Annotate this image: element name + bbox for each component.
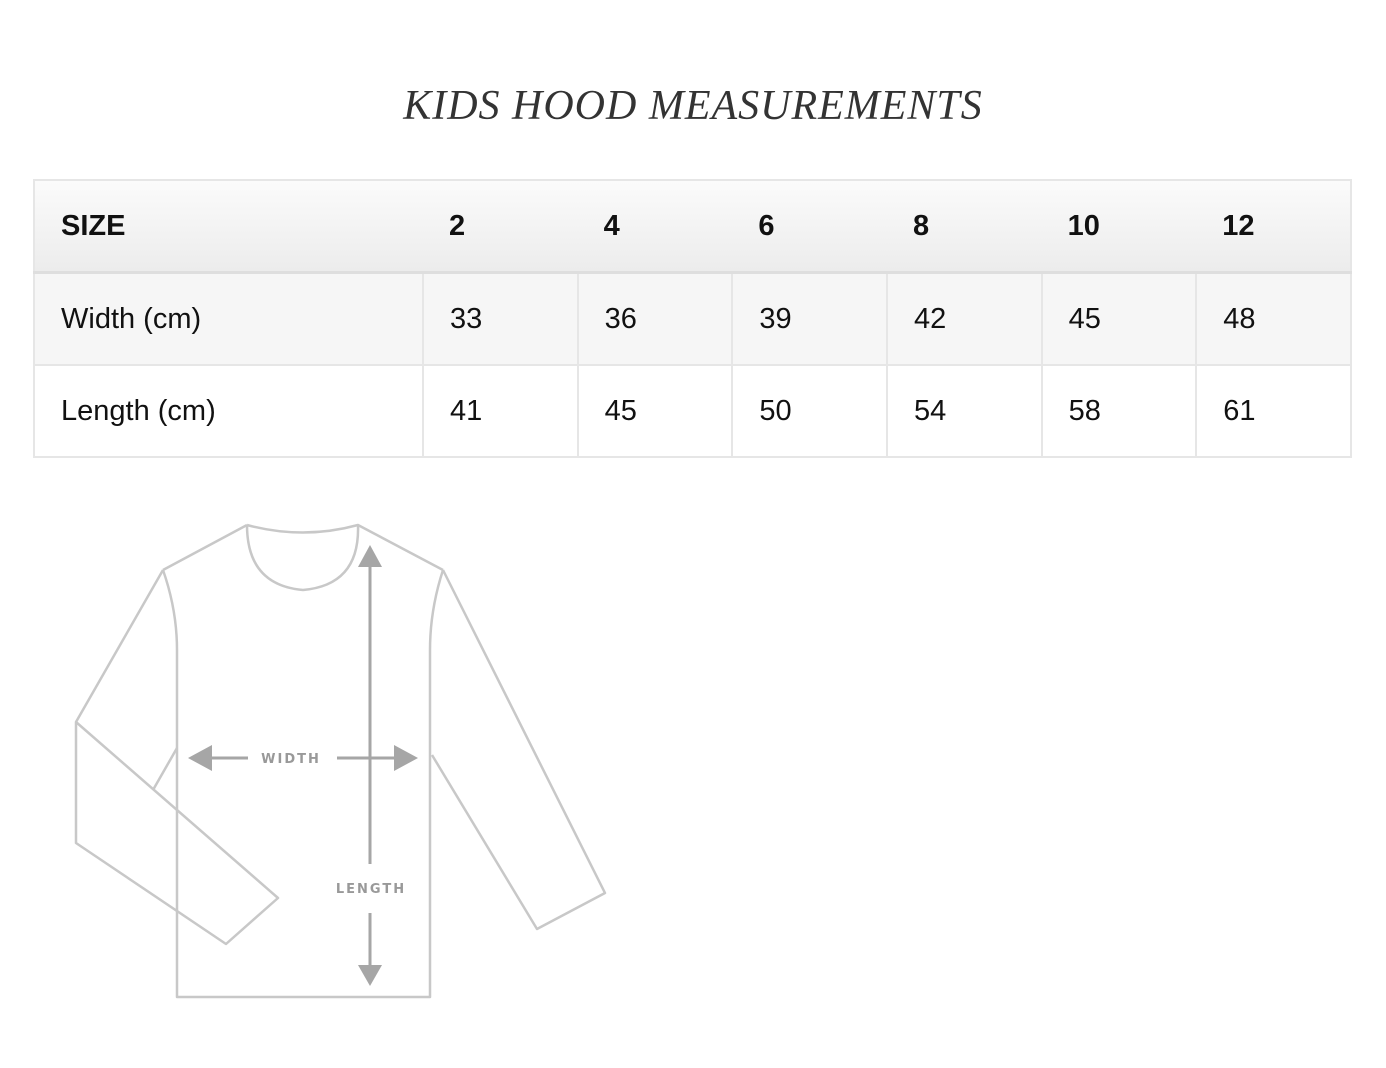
shirt-measurement-diagram: WIDTH LENGTH [74, 523, 607, 999]
header-cell: 10 [1041, 179, 1197, 274]
measurement-arrows [188, 545, 418, 986]
length-arrow-down-head [358, 965, 382, 986]
body [161, 569, 445, 999]
table-cell: 54 [885, 364, 1043, 458]
table-cell: 39 [731, 271, 888, 366]
table-cell: 61 [1195, 364, 1352, 458]
table-cell: 33 [422, 271, 579, 366]
header-cell: 2 [423, 179, 578, 274]
table-cell: 45 [1040, 271, 1198, 366]
length-label: LENGTH [336, 882, 406, 897]
table-row: Length (cm) 41 45 50 54 58 61 [33, 364, 1352, 458]
header-cell: 4 [577, 179, 733, 274]
neckline [245, 523, 360, 592]
header-cell: SIZE [33, 179, 423, 274]
page-title: KIDS HOOD MEASUREMENTS [403, 83, 983, 129]
table-cell: 58 [1040, 364, 1198, 458]
shirt-outline [74, 523, 607, 999]
right-sleeve [430, 569, 607, 931]
width-arrow-left-head [188, 745, 212, 771]
length-arrow-up-head [358, 545, 382, 567]
row-label: Length (cm) [33, 364, 424, 458]
shoulders [162, 523, 444, 572]
table-cell: 45 [576, 364, 734, 458]
left-sleeve [74, 569, 280, 946]
header-cell: 8 [886, 179, 1042, 274]
row-label: Width (cm) [33, 271, 424, 366]
header-cell: 6 [732, 179, 887, 274]
header-cell: 12 [1196, 179, 1352, 274]
table-header-row: SIZE 2 4 6 8 10 12 [33, 179, 1352, 274]
width-arrow-right-head [394, 745, 418, 771]
table-cell: 36 [576, 271, 734, 366]
table-cell: 50 [731, 364, 888, 458]
table-row: Width (cm) 33 36 39 42 45 48 [33, 271, 1352, 366]
table-cell: 41 [422, 364, 579, 458]
table-cell: 42 [885, 271, 1043, 366]
size-table: SIZE 2 4 6 8 10 12 Width (cm) 33 36 39 4… [33, 179, 1352, 458]
width-label: WIDTH [261, 752, 321, 767]
table-cell: 48 [1195, 271, 1352, 366]
